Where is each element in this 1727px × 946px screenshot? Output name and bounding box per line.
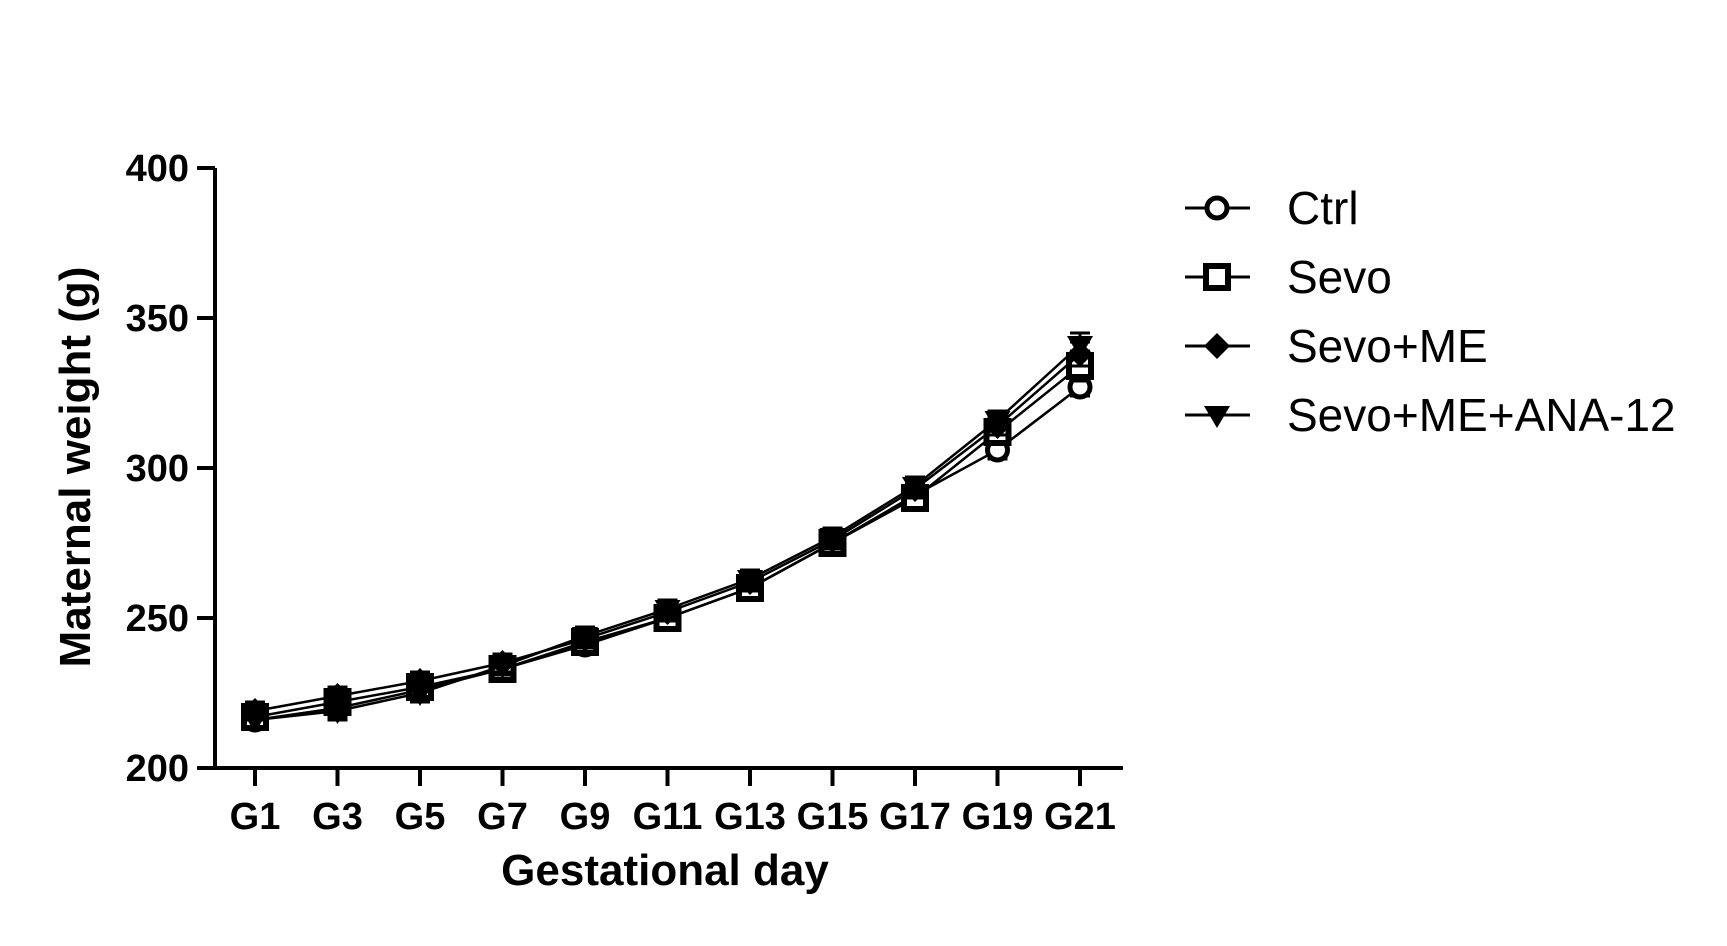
data-point <box>737 570 763 592</box>
series-2 <box>242 340 1093 724</box>
legend-marker <box>1204 333 1230 359</box>
y-axis-title: Maternal weight (g) <box>51 267 100 668</box>
series-layer <box>241 331 1094 733</box>
y-tick-label: 350 <box>126 298 189 340</box>
data-point <box>819 528 846 550</box>
legend-marker <box>1203 263 1231 291</box>
y-tick-label: 250 <box>126 598 189 640</box>
x-tick-label: G21 <box>1044 796 1116 838</box>
y-tick-label: 400 <box>126 148 189 190</box>
data-point <box>489 657 516 679</box>
axes: 200 250 300 350 400 G1 G3 G5 G7 G9 G11 G13 G15 G17 G19… <box>126 148 1123 838</box>
series-line <box>254 365 1081 719</box>
legend-label: Ctrl <box>1287 182 1359 234</box>
legend: Ctrl Sevo Sevo+ME Sevo+ME+ANA-12 <box>1185 182 1676 441</box>
legend-label: Sevo+ME <box>1287 320 1488 372</box>
legend-label: Sevo <box>1287 251 1392 303</box>
y-tick-label: 200 <box>126 748 189 790</box>
series-1 <box>241 349 1094 731</box>
x-tick-label: G19 <box>962 796 1034 838</box>
y-tick-label: 300 <box>126 448 189 490</box>
data-point <box>572 627 598 649</box>
x-tick-label: G1 <box>230 796 281 838</box>
legend-marker <box>1204 195 1230 221</box>
legend-label: Sevo+ME+ANA-12 <box>1287 389 1676 441</box>
legend-item: Sevo+ME <box>1185 320 1488 372</box>
data-point <box>407 684 433 706</box>
data-point <box>654 600 681 622</box>
data-point <box>242 711 268 733</box>
series-line <box>254 344 1081 722</box>
data-point <box>1067 336 1093 358</box>
data-point <box>324 702 351 724</box>
legend-item: Ctrl <box>1185 182 1359 234</box>
x-axis-title: Gestational day <box>501 846 829 895</box>
legend-marker <box>1204 406 1230 428</box>
x-tick-label: G7 <box>477 796 528 838</box>
legend-item: Sevo <box>1185 251 1392 303</box>
x-tick-label: G15 <box>797 796 869 838</box>
data-point <box>902 477 928 499</box>
x-tick-label: G17 <box>879 796 951 838</box>
x-tick-label: G13 <box>714 796 786 838</box>
x-tick-label: G3 <box>312 796 363 838</box>
legend-item: Sevo+ME+ANA-12 <box>1185 389 1676 441</box>
series-3 <box>242 331 1093 733</box>
x-tick-label: G9 <box>560 796 611 838</box>
series-0 <box>242 374 1093 733</box>
x-tick-label: G11 <box>633 796 703 838</box>
data-point <box>984 411 1011 433</box>
series-line <box>254 386 1081 722</box>
x-tick-label: G5 <box>395 796 446 838</box>
series-line <box>254 353 1081 713</box>
